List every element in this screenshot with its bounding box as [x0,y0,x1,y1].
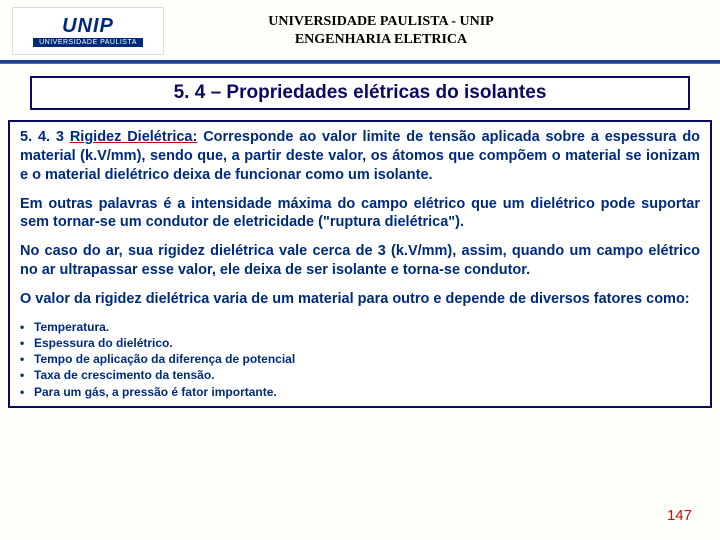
unip-logo: UNIP UNIVERSIDADE PAULISTA [12,7,164,55]
header-line1: UNIVERSIDADE PAULISTA - UNIP [268,14,493,29]
logo-subtitle: UNIVERSIDADE PAULISTA [33,38,143,47]
factors-list: •Temperatura. •Espessura do dielétrico. … [20,319,700,400]
divider-rule [0,60,720,64]
header: UNIP UNIVERSIDADE PAULISTA UNIVERSIDADE … [0,0,720,58]
bullet-text: Para um gás, a pressão é fator important… [34,384,277,400]
list-item: •Temperatura. [20,319,700,335]
bullet-text: Espessura do dielétrico. [34,335,173,351]
term-rigidez-dieletrica: Rigidez Dielétrica: [70,129,198,145]
paragraph-factors-intro: O valor da rigidez dielétrica varia de u… [20,290,700,309]
section-title: 5. 4 – Propriedades elétricas do isolant… [174,82,547,103]
paragraph-air-example: No caso do ar, sua rigidez dielétrica va… [20,242,700,280]
slide-page: UNIP UNIVERSIDADE PAULISTA UNIVERSIDADE … [0,0,720,540]
paragraph-definition: 5. 4. 3 Rigidez Dielétrica: Corresponde … [20,128,700,185]
bullet-text: Temperatura. [34,319,109,335]
list-item: •Taxa de crescimento da tensão. [20,367,700,383]
list-item: •Para um gás, a pressão é fator importan… [20,384,700,400]
logo-wordmark: UNIP [62,16,114,36]
header-title: UNIVERSIDADE PAULISTA - UNIP ENGENHARIA … [174,13,708,49]
list-item: •Espessura do dielétrico. [20,335,700,351]
page-number: 147 [667,507,692,524]
bullet-text: Tempo de aplicação da diferença de poten… [34,351,295,367]
section-title-box: 5. 4 – Propriedades elétricas do isolant… [30,76,690,110]
list-item: •Tempo de aplicação da diferença de pote… [20,351,700,367]
paragraph-explanation: Em outras palavras é a intensidade máxim… [20,195,700,233]
bullet-text: Taxa de crescimento da tensão. [34,367,215,383]
section-number: 5. 4. 3 [20,129,64,145]
header-line2: ENGENHARIA ELETRICA [295,32,467,47]
content-box: 5. 4. 3 Rigidez Dielétrica: Corresponde … [8,120,712,408]
